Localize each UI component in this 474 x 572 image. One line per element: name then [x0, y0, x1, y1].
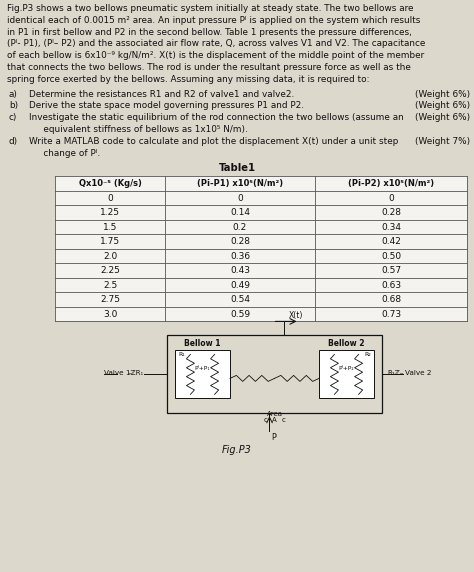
Text: Determine the resistances R1 and R2 of valve1 and valve2.: Determine the resistances R1 and R2 of v… [29, 90, 294, 98]
Text: d): d) [9, 137, 18, 146]
Text: Pᴵ+P₁: Pᴵ+P₁ [195, 366, 210, 371]
Text: 0.54: 0.54 [230, 295, 250, 304]
Text: 0.2: 0.2 [233, 223, 247, 232]
Text: R₁: R₁ [178, 352, 185, 358]
Text: Investigate the static equilibrium of the rod connection the two bellows (assume: Investigate the static equilibrium of th… [29, 113, 404, 122]
Text: identical each of 0.0015 m² area. An input pressure Pᴵ is applied on the system : identical each of 0.0015 m² area. An inp… [7, 16, 420, 25]
Text: 0.73: 0.73 [381, 309, 401, 319]
Text: 2.0: 2.0 [103, 252, 117, 261]
Text: in P1 in first bellow and P2 in the second bellow. Table 1 presents the pressure: in P1 in first bellow and P2 in the seco… [7, 27, 412, 37]
Text: a): a) [9, 90, 18, 98]
Text: R₂: R₂ [364, 352, 371, 358]
Bar [319, 351, 374, 399]
Text: (Weight 6%): (Weight 6%) [415, 113, 470, 122]
Text: Valve 1: Valve 1 [104, 371, 130, 376]
Text: R₂ℤ–: R₂ℤ– [387, 371, 403, 376]
Text: 0: 0 [107, 194, 113, 202]
Text: 1.5: 1.5 [103, 223, 117, 232]
Text: (Pi-P2) x10⁵(N/m²): (Pi-P2) x10⁵(N/m²) [348, 179, 434, 188]
Text: Pᴵ: Pᴵ [272, 434, 277, 442]
Text: Fig.P3: Fig.P3 [222, 446, 252, 455]
Text: 2.75: 2.75 [100, 295, 120, 304]
Text: 0.43: 0.43 [230, 266, 250, 275]
Text: 0.50: 0.50 [381, 252, 401, 261]
Text: c: c [282, 418, 285, 423]
Text: c): c) [9, 113, 18, 122]
Text: 0.63: 0.63 [381, 281, 401, 289]
Text: 1.25: 1.25 [100, 208, 120, 217]
Text: Write a MATLAB code to calculate and plot the displacement X(t) under a unit ste: Write a MATLAB code to calculate and plo… [29, 137, 398, 146]
Text: 0.49: 0.49 [230, 281, 250, 289]
Text: (Weight 7%): (Weight 7%) [415, 137, 470, 146]
Text: A: A [272, 418, 277, 423]
Text: equivalent stiffness of bellows as 1x10⁵ N/m).: equivalent stiffness of bellows as 1x10⁵… [29, 125, 248, 134]
Text: of each bellow is 6x10⁻⁹ kg/N/m². X(t) is the displacement of the middle point o: of each bellow is 6x10⁻⁹ kg/N/m². X(t) i… [7, 51, 424, 60]
Text: Area: Area [266, 411, 283, 418]
Bar [55, 176, 467, 321]
Text: 0.68: 0.68 [381, 295, 401, 304]
Text: 1.75: 1.75 [100, 237, 120, 246]
Text: 0.57: 0.57 [381, 266, 401, 275]
Text: 2.25: 2.25 [100, 266, 120, 275]
Text: Fig.P3 shows a two bellows pneumatic system initially at steady state. The two b: Fig.P3 shows a two bellows pneumatic sys… [7, 4, 413, 13]
Text: 0.14: 0.14 [230, 208, 250, 217]
Text: Table1: Table1 [219, 164, 255, 173]
Text: Bellow 2: Bellow 2 [328, 339, 365, 348]
Text: 2.5: 2.5 [103, 281, 117, 289]
Bar [175, 351, 230, 399]
Text: 0: 0 [388, 194, 394, 202]
Text: (Pi-P1) x10⁵(N/m²): (Pi-P1) x10⁵(N/m²) [197, 179, 283, 188]
Text: 0: 0 [237, 194, 243, 202]
Text: 0.28: 0.28 [381, 208, 401, 217]
Text: b): b) [9, 101, 18, 110]
Text: 0.42: 0.42 [381, 237, 401, 246]
Text: (Pᴵ- P1), (Pᴵ– P2) and the associated air flow rate, Q, across valves V1 and V2.: (Pᴵ- P1), (Pᴵ– P2) and the associated ai… [7, 39, 425, 49]
Text: (Weight 6%): (Weight 6%) [415, 90, 470, 98]
Text: Bellow 1: Bellow 1 [184, 339, 221, 348]
Text: X(t): X(t) [289, 311, 303, 320]
Text: change of Pᴵ.: change of Pᴵ. [29, 149, 100, 158]
Text: 0.28: 0.28 [230, 237, 250, 246]
Text: Qx10⁻⁵ (Kg/s): Qx10⁻⁵ (Kg/s) [79, 179, 141, 188]
Text: Derive the state space model governing pressures P1 and P2.: Derive the state space model governing p… [29, 101, 304, 110]
Text: 0.34: 0.34 [381, 223, 401, 232]
Text: spring force exerted by the bellows. Assuming any missing data, it is required t: spring force exerted by the bellows. Ass… [7, 75, 370, 84]
Text: that connects the two bellows. The rod is under the resultant pressure force as : that connects the two bellows. The rod i… [7, 63, 411, 72]
Text: 0.36: 0.36 [230, 252, 250, 261]
Text: Pᴵ+P₂: Pᴵ+P₂ [339, 366, 354, 371]
Bar [167, 335, 382, 414]
Text: c: c [264, 418, 267, 423]
Text: 0.59: 0.59 [230, 309, 250, 319]
Text: –ℤR₁: –ℤR₁ [128, 371, 144, 376]
Text: (Weight 6%): (Weight 6%) [415, 101, 470, 110]
Text: 3.0: 3.0 [103, 309, 117, 319]
Text: Valve 2: Valve 2 [405, 371, 431, 376]
